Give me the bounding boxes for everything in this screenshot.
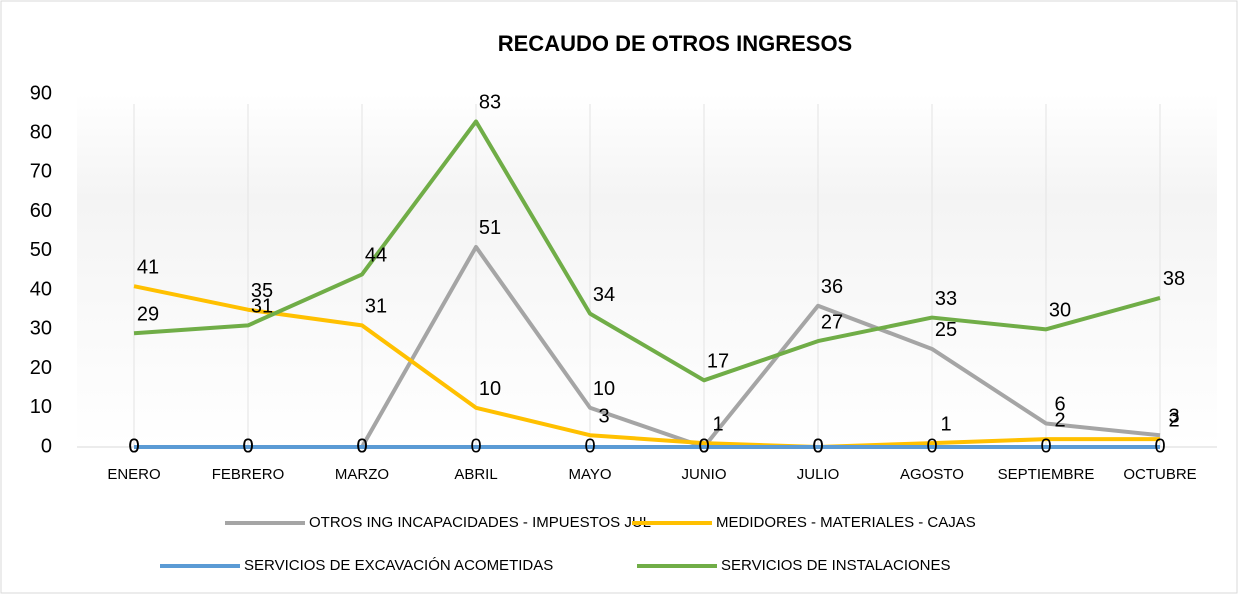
data-label: 0	[470, 435, 481, 457]
data-label: 0	[128, 435, 139, 457]
legend-label: MEDIDORES - MATERIALES - CAJAS	[716, 514, 976, 531]
plot-area	[77, 94, 1217, 447]
data-label: 35	[251, 280, 273, 302]
x-tick-label: JULIO	[797, 466, 840, 483]
data-label: 17	[707, 351, 729, 373]
data-label: 0	[812, 435, 823, 457]
data-label: 30	[1049, 300, 1071, 322]
data-label: 0	[698, 435, 709, 457]
data-label: 34	[593, 284, 615, 306]
x-tick-label: ABRIL	[454, 466, 497, 483]
data-label: 0	[128, 435, 139, 457]
data-label: 1	[940, 413, 951, 435]
data-label: 2	[1168, 409, 1179, 431]
lines	[133, 119, 1161, 449]
data-label: 27	[821, 311, 843, 333]
data-label: 3	[598, 406, 609, 428]
x-tick-label: JUNIO	[682, 466, 727, 483]
data-label: 6	[1054, 394, 1065, 416]
data-label: 31	[251, 296, 273, 318]
data-label: 0	[356, 435, 367, 457]
y-tick-label: 70	[30, 161, 52, 183]
x-tick-label: OCTUBRE	[1123, 466, 1196, 483]
y-tick-label: 40	[30, 278, 52, 300]
data-label: 36	[821, 276, 843, 298]
y-tick-label: 0	[41, 435, 52, 457]
data-label: 0	[1040, 435, 1051, 457]
data-label: 0	[242, 435, 253, 457]
x-tick-label: SEPTIEMBRE	[998, 466, 1095, 483]
legend-label: OTROS ING INCAPACIDADES - IMPUESTOS JUL	[309, 514, 651, 531]
data-label: 31	[365, 296, 387, 318]
data-label: 38	[1163, 268, 1185, 290]
data-label: 33	[935, 288, 957, 310]
y-tick-label: 20	[30, 357, 52, 379]
data-label: 10	[479, 378, 501, 400]
chart-title: RECAUDO DE OTROS INGRESOS	[498, 31, 852, 56]
data-label: 0	[812, 435, 823, 457]
series-line	[133, 119, 1161, 383]
y-tick-label: 30	[30, 318, 52, 340]
grid	[77, 104, 1217, 448]
x-tick-label: ENERO	[107, 466, 160, 483]
data-label: 10	[593, 378, 615, 400]
series-line	[133, 284, 1160, 449]
legend-label: SERVICIOS DE EXCAVACIÓN ACOMETIDAS	[244, 557, 553, 574]
data-label: 83	[479, 92, 501, 114]
data-label: 0	[242, 435, 253, 457]
y-tick-label: 10	[30, 396, 52, 418]
x-tick-label: FEBRERO	[212, 466, 285, 483]
y-tick-label: 90	[30, 82, 52, 104]
data-label: 51	[479, 217, 501, 239]
data-label: 3	[1168, 406, 1179, 428]
y-tick-label: 80	[30, 122, 52, 144]
data-label: 1	[712, 413, 723, 435]
data-label: 0	[584, 435, 595, 457]
data-label: 41	[137, 256, 159, 278]
data-label: 0	[926, 435, 937, 457]
data-label: 0	[1154, 435, 1165, 457]
data-label: 0	[698, 435, 709, 457]
data-label: 2	[1054, 409, 1065, 431]
data-label: 29	[137, 304, 159, 326]
y-tick-label: 60	[30, 200, 52, 222]
data-label: 44	[365, 245, 387, 267]
x-tick-label: MARZO	[335, 466, 389, 483]
data-label: 25	[935, 319, 957, 341]
x-tick-label: MAYO	[568, 466, 611, 483]
y-tick-label: 50	[30, 239, 52, 261]
x-tick-label: AGOSTO	[900, 466, 964, 483]
data-label: 0	[356, 435, 367, 457]
legend-label: SERVICIOS DE INSTALACIONES	[721, 557, 951, 574]
